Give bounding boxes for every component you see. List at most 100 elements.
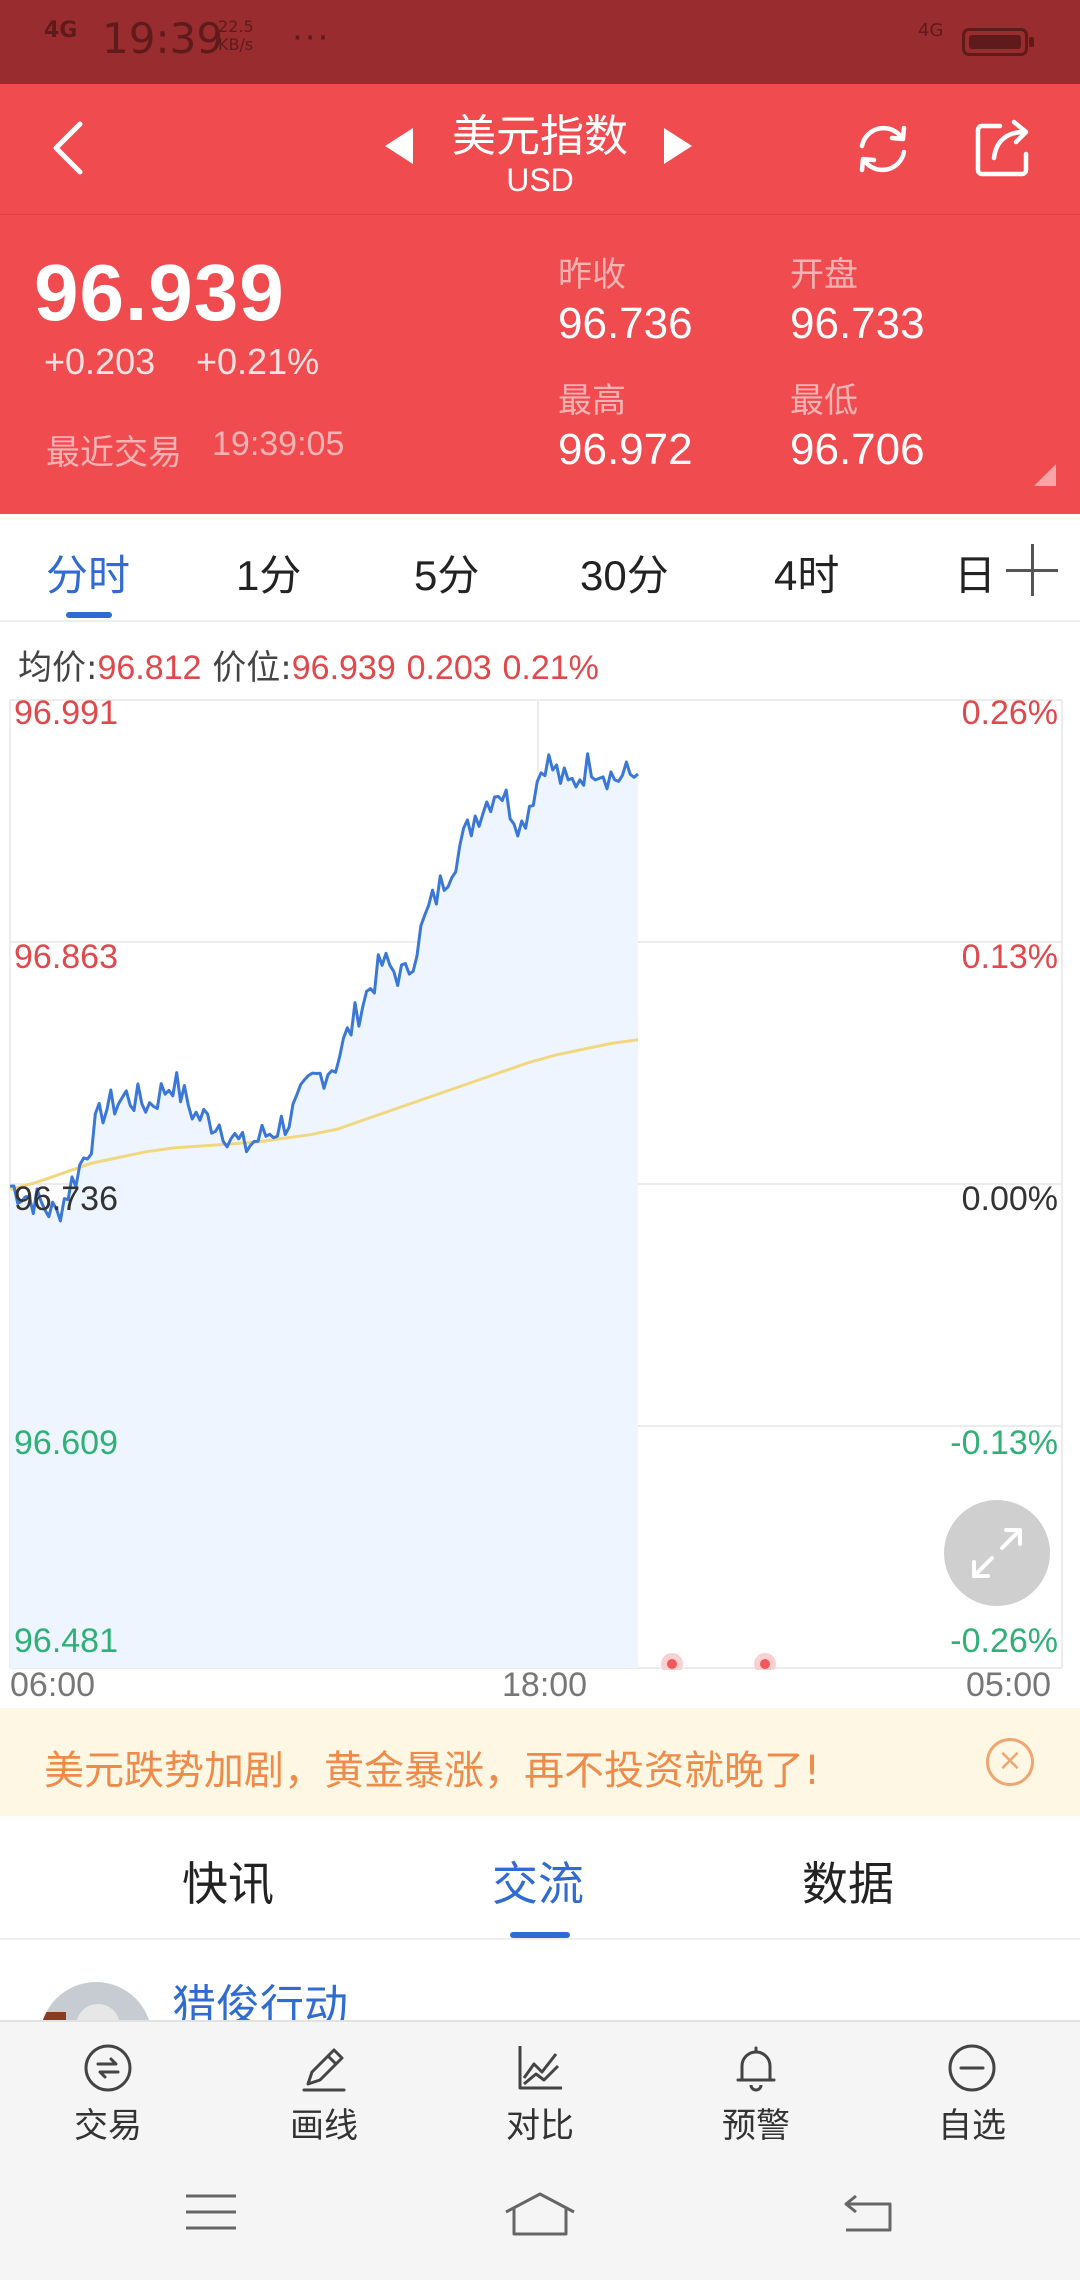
trade-icon <box>84 2044 132 2092</box>
app-header: 美元指数 USD <box>0 84 1080 214</box>
tab-day[interactable]: 日 <box>954 552 997 599</box>
close-icon[interactable]: × <box>986 1738 1034 1786</box>
prev-close-value: 96.736 <box>558 299 693 348</box>
promo-banner[interactable]: 美元跌势加剧，黄金暴涨，再不投资就晚了! × <box>0 1708 1080 1816</box>
high-value: 96.972 <box>558 425 693 474</box>
refresh-icon[interactable] <box>852 118 914 180</box>
active-tab-indicator <box>66 612 112 618</box>
compare-icon <box>518 2046 562 2090</box>
y-left-tick: 96.991 <box>14 694 118 732</box>
low-label: 最低 <box>790 381 858 421</box>
alert-label: 预警 <box>722 2106 790 2146</box>
y-left-tick: 96.481 <box>14 1622 118 1660</box>
price-info-line: 均价:96.812 价位:96.939 0.203 0.21% <box>18 640 599 689</box>
system-nav-bar <box>0 2150 1080 2280</box>
fullscreen-icon <box>972 1528 1022 1578</box>
draw-line-label: 画线 <box>290 2106 358 2146</box>
content-tabs: 快讯 交流 数据 <box>0 1816 1080 1940</box>
y-right-tick: -0.26% <box>950 1622 1058 1660</box>
promo-text[interactable]: 美元跌势加剧，黄金暴涨，再不投资就晚了! <box>44 1748 821 1794</box>
y-right-tick: -0.13% <box>950 1424 1058 1462</box>
high-label: 最高 <box>558 381 626 421</box>
price-change: +0.203 <box>44 341 156 382</box>
battery-icon <box>962 28 1034 56</box>
trade-label: 交易 <box>74 2106 142 2146</box>
watchlist-label: 自选 <box>938 2106 1006 2146</box>
add-period-icon[interactable] <box>1006 544 1058 596</box>
x-tick: 18:00 <box>502 1666 588 1704</box>
tab-5min[interactable]: 5分 <box>414 552 480 599</box>
y-right-tick: 0.00% <box>961 1180 1058 1218</box>
chart-canvas[interactable] <box>0 690 1080 1670</box>
y-right-tick: 0.13% <box>961 938 1058 976</box>
menu-icon[interactable] <box>184 2190 238 2234</box>
position-change-percent: 0.21% <box>502 649 599 687</box>
open-value: 96.733 <box>790 299 925 348</box>
status-time: 19:39 <box>102 14 224 63</box>
period-tabs: 分时 1分 5分 30分 4时 日 <box>0 514 1080 622</box>
price-area <box>10 753 638 1668</box>
watchlist-remove-icon <box>948 2044 996 2092</box>
next-instrument-arrow-icon[interactable] <box>664 128 692 164</box>
post-author-name[interactable]: 猎俊行动 <box>172 1981 348 2020</box>
y-right-tick: 0.26% <box>961 694 1058 732</box>
tab-discussion[interactable]: 交流 <box>492 1857 584 1911</box>
fullscreen-button[interactable] <box>944 1500 1050 1606</box>
quote-panel: 96.939 +0.203 +0.21% 最近交易 19:39:05 昨收 96… <box>0 214 1080 514</box>
prev-instrument-arrow-icon[interactable] <box>385 128 413 164</box>
tab-4hour[interactable]: 4时 <box>774 552 840 599</box>
pen-icon <box>302 2048 346 2092</box>
compare-label: 对比 <box>506 2106 574 2146</box>
position-value: 96.939 <box>291 649 396 687</box>
price-change-percent: +0.21% <box>196 341 320 382</box>
compare-button[interactable]: 对比 <box>470 2042 610 2147</box>
back-icon[interactable] <box>44 118 104 178</box>
network-speed: 22.5 KB/s <box>218 18 254 54</box>
signal-indicator: 4G <box>44 18 78 43</box>
last-price: 96.939 <box>34 248 285 337</box>
share-icon[interactable] <box>972 118 1034 180</box>
avg-value: 96.812 <box>97 649 202 687</box>
instrument-code: USD <box>506 162 574 198</box>
y-left-tick: 96.609 <box>14 1424 118 1462</box>
intraday-chart[interactable]: 96.991 96.863 96.736 96.609 96.481 0.26%… <box>0 690 1080 1704</box>
list-item[interactable]: 猎俊行动 <box>0 1942 1080 2020</box>
low-value: 96.706 <box>790 425 925 474</box>
bell-icon <box>736 2046 776 2092</box>
more-dots: ··· <box>292 18 331 58</box>
x-tick: 06:00 <box>10 1666 96 1704</box>
event-marker[interactable] <box>661 1653 683 1670</box>
prev-close-label: 昨收 <box>558 255 626 295</box>
network-speed-value: 22.5 <box>218 17 254 36</box>
recent-trade-label: 最近交易 <box>46 433 182 473</box>
tab-timeshare[interactable]: 分时 <box>46 552 131 599</box>
avg-label: 均价: <box>18 648 98 688</box>
tab-data[interactable]: 数据 <box>802 1857 894 1911</box>
active-tab-indicator <box>510 1932 570 1938</box>
average-price-line <box>9 1038 639 1192</box>
y-left-tick: 96.736 <box>14 1180 118 1218</box>
trade-button[interactable]: 交易 <box>38 2042 178 2147</box>
watchlist-button[interactable]: 自选 <box>902 2042 1042 2147</box>
home-icon[interactable] <box>504 2190 576 2238</box>
alert-button[interactable]: 预警 <box>686 2042 826 2147</box>
open-label: 开盘 <box>790 255 858 295</box>
status-bar: 4G 19:39 22.5 KB/s ··· 4G <box>0 0 1080 84</box>
instrument-title: 美元指数 <box>452 111 628 162</box>
expand-corner-icon[interactable] <box>1034 464 1056 486</box>
position-change: 0.203 <box>406 649 492 687</box>
event-marker[interactable] <box>754 1653 776 1670</box>
price-line <box>9 752 639 1223</box>
x-tick: 05:00 <box>966 1666 1052 1704</box>
avatar[interactable] <box>40 1982 152 2020</box>
tab-1min[interactable]: 1分 <box>236 552 302 599</box>
bottom-toolbar: 交易 画线 对比 预警 自选 <box>0 2020 1080 2150</box>
tab-30min[interactable]: 30分 <box>580 552 669 599</box>
back-nav-icon[interactable] <box>842 2190 896 2234</box>
draw-line-button[interactable]: 画线 <box>254 2042 394 2147</box>
tab-news[interactable]: 快讯 <box>182 1857 274 1911</box>
recent-trade-time: 19:39:05 <box>212 425 345 463</box>
position-label: 价位: <box>212 648 292 688</box>
signal-indicator-2: 4G <box>918 20 944 41</box>
network-speed-unit: KB/s <box>218 35 254 54</box>
